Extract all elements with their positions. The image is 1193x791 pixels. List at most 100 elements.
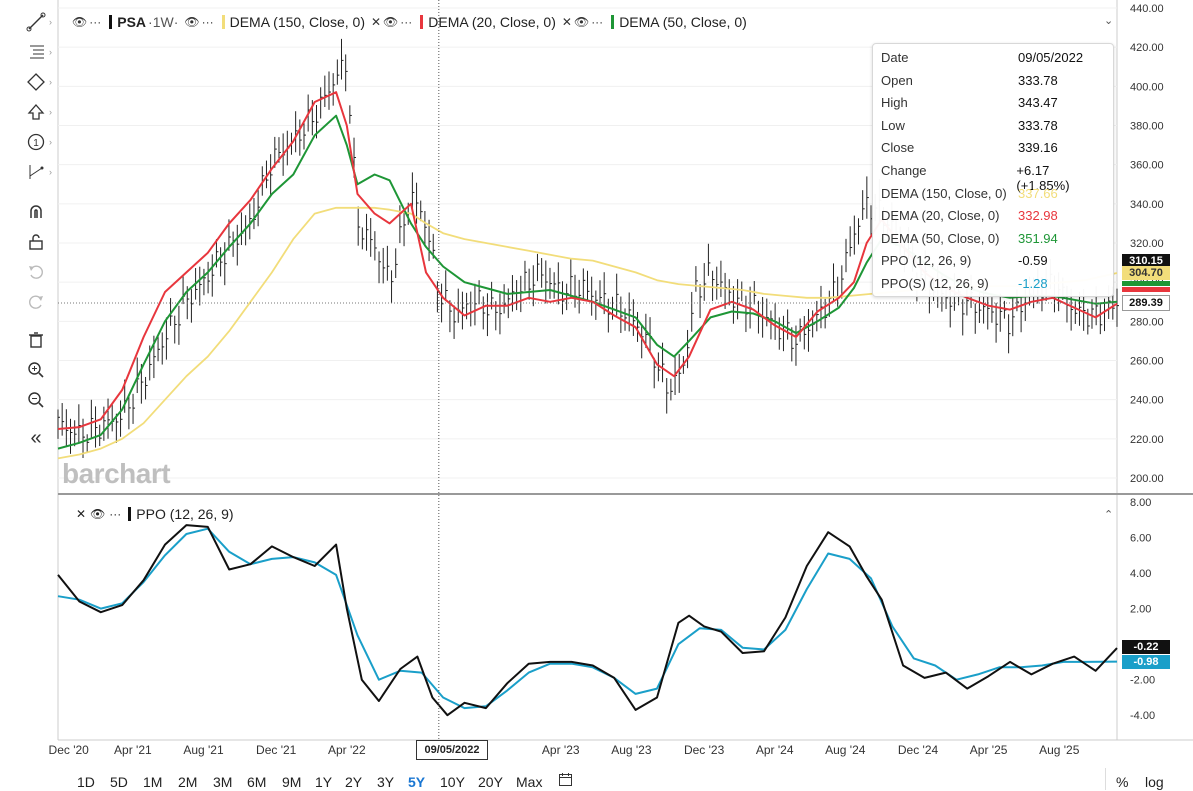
tooltip-row: High 343.47: [881, 95, 1105, 115]
legend-symbol: PSA: [117, 14, 147, 30]
psa-color-swatch: [109, 15, 113, 29]
legend-psa[interactable]: 👁 ··· PSA ·1W·: [72, 14, 178, 30]
range-5d[interactable]: 5D: [110, 774, 128, 790]
tooltip-key: Date: [881, 50, 909, 65]
more-menu-icon[interactable]: ···: [400, 15, 413, 29]
range-5y[interactable]: 5Y: [408, 774, 426, 790]
fibonacci-tool-icon[interactable]: ›: [30, 45, 52, 59]
legend-dema150[interactable]: 👁 ··· DEMA (150, Close, 0): [184, 14, 365, 30]
redo-icon[interactable]: [22, 290, 50, 314]
range-3y[interactable]: 3Y: [377, 774, 395, 790]
y-tick-label: 440.00: [1130, 3, 1164, 15]
close-icon[interactable]: ✕: [561, 15, 572, 29]
range-9m[interactable]: 9M: [282, 774, 302, 790]
range-20y[interactable]: 20Y: [478, 774, 503, 790]
price-tag-red-stub: [1122, 287, 1170, 292]
tooltip-row: Close 339.16: [881, 140, 1105, 160]
legend-dema50-label: DEMA (50, Close, 0): [619, 14, 747, 30]
legend-dema20[interactable]: ✕ 👁 ··· DEMA (20, Close, 0): [371, 14, 556, 30]
visibility-eye-icon[interactable]: 👁: [90, 507, 106, 521]
dema50-color-swatch: [611, 15, 615, 29]
trendline-tool-icon[interactable]: ›: [22, 10, 52, 34]
x-tick-label: Aug '23: [611, 743, 652, 757]
more-menu-icon[interactable]: ···: [89, 15, 102, 29]
legend-dema50[interactable]: ✕ 👁 ··· DEMA (50, Close, 0): [562, 14, 747, 30]
ppo-legend[interactable]: ✕ 👁 ··· PPO (12, 26, 9): [76, 506, 234, 522]
close-icon[interactable]: ✕: [370, 15, 382, 29]
zoom-in-icon[interactable]: [22, 358, 50, 382]
visibility-eye-icon[interactable]: 👁: [573, 15, 590, 29]
visibility-eye-icon[interactable]: 👁: [383, 15, 399, 29]
ppo-y-tick-label: 4.00: [1130, 568, 1151, 580]
y-tick-label: 420.00: [1130, 42, 1164, 54]
x-tick-label: Apr '24: [756, 743, 794, 757]
data-tooltip: Date 09/05/2022 Open 333.78 High 343.47 Low 333…: [872, 43, 1114, 297]
range-1m[interactable]: 1M: [143, 774, 163, 790]
range-1y[interactable]: 1Y: [315, 774, 333, 790]
range-2y[interactable]: 2Y: [345, 774, 363, 790]
x-tick-label: Aug '25: [1039, 743, 1080, 757]
tooltip-value: 332.98: [1018, 208, 1058, 224]
x-tick-label: Dec '21: [256, 743, 297, 757]
y-tick-label: 400.00: [1130, 81, 1164, 93]
collapse-legend-chevron-icon[interactable]: ⌄: [1104, 15, 1114, 27]
percent-scale-toggle[interactable]: %: [1116, 774, 1129, 790]
x-tick-label: Aug '21: [183, 743, 224, 757]
trash-icon[interactable]: [22, 328, 50, 352]
y-tick-label: 380.00: [1130, 121, 1164, 133]
ppo-y-tick-label: 2.00: [1130, 604, 1151, 616]
ppo-signal-line: [57, 527, 1118, 710]
range-6m[interactable]: 6M: [247, 774, 267, 790]
range-10y[interactable]: 10Y: [440, 774, 465, 790]
more-menu-icon[interactable]: ···: [591, 15, 604, 29]
ppo-y-tick-label: 6.00: [1130, 533, 1151, 545]
calendar-icon[interactable]: [558, 772, 573, 790]
log-scale-toggle[interactable]: log: [1145, 774, 1164, 790]
svg-text:1: 1: [33, 138, 39, 149]
range-2m[interactable]: 2M: [178, 774, 198, 790]
y-tick-label: 260.00: [1130, 356, 1164, 368]
expand-pane-chevron-icon[interactable]: ⌃: [1104, 509, 1114, 521]
range-3m[interactable]: 3M: [213, 774, 233, 790]
annotation-number-icon[interactable]: 1 ›: [22, 130, 52, 154]
x-tick-label: Dec '23: [684, 743, 725, 757]
visibility-eye-icon[interactable]: 👁: [184, 15, 200, 29]
range-max[interactable]: Max: [516, 774, 543, 790]
x-tick-label: Dec '24: [898, 743, 939, 757]
collapse-toolbar-icon[interactable]: «: [30, 426, 42, 449]
x-tick-label: Apr '23: [542, 743, 580, 757]
dema150-color-swatch: [221, 15, 225, 29]
range-1d[interactable]: 1D: [77, 774, 95, 790]
legend-dema150-label: DEMA (150, Close, 0): [229, 14, 365, 30]
lock-icon[interactable]: [22, 230, 50, 254]
tooltip-row: PPO (12, 26, 9) -0.59: [881, 253, 1105, 273]
more-menu-icon[interactable]: ···: [109, 507, 122, 521]
price-tag-ppo-signal: -0.98: [1122, 655, 1170, 669]
undo-icon[interactable]: [22, 260, 50, 284]
y-tick-label: 240.00: [1130, 395, 1164, 407]
drawing-toolbar: › › › › 1 › › «: [0, 0, 56, 470]
tooltip-row: Low 333.78: [881, 118, 1105, 138]
close-icon[interactable]: ✕: [76, 507, 87, 521]
zoom-out-icon[interactable]: [22, 388, 50, 412]
tooltip-row: Open 333.78: [881, 73, 1105, 93]
more-menu-icon[interactable]: ···: [201, 15, 214, 29]
visibility-eye-icon[interactable]: 👁: [72, 15, 88, 29]
shapes-tool-icon[interactable]: ›: [22, 70, 52, 94]
tooltip-value: 333.78: [1018, 117, 1058, 133]
main-legend: 👁 ··· PSA ·1W· 👁 ··· DEMA (150, Close, 0…: [72, 12, 753, 32]
dema20-color-swatch: [420, 15, 424, 29]
tooltip-row: DEMA (150, Close, 0) 337.66: [881, 186, 1105, 206]
tooltip-value: 339.16: [1018, 140, 1058, 156]
price-tag-dema150: 304.70: [1122, 266, 1170, 280]
magnet-icon[interactable]: [22, 200, 50, 224]
price-tag-ppo: -0.22: [1122, 640, 1170, 654]
x-tick-label: Apr '22: [328, 743, 366, 757]
arrow-up-tool-icon[interactable]: ›: [22, 100, 52, 124]
x-tick-label: Aug '24: [825, 743, 866, 757]
tooltip-key: Change: [881, 163, 927, 178]
tooltip-row: Date 09/05/2022: [881, 50, 1105, 70]
tooltip-key: DEMA (50, Close, 0): [881, 230, 1000, 246]
y-tick-label: 320.00: [1130, 238, 1164, 250]
measure-tool-icon[interactable]: ›: [22, 160, 52, 184]
